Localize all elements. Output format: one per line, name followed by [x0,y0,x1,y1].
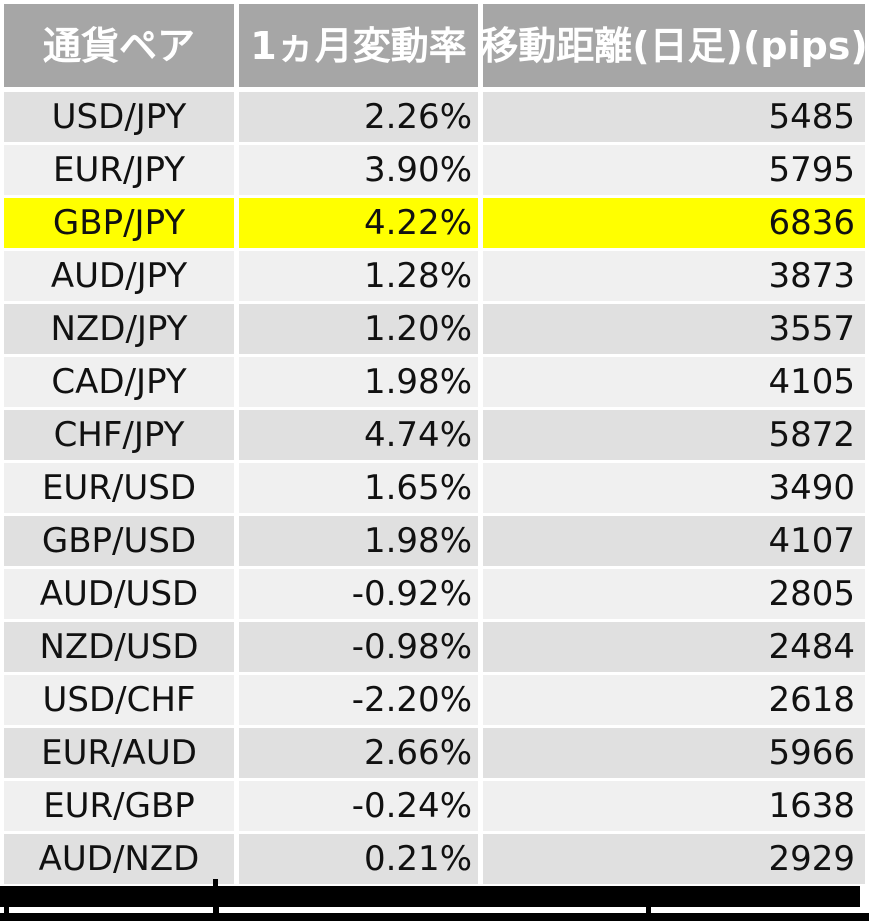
pair-cell: AUD/JPY [4,251,234,301]
distance-cell: 5795 [483,145,865,195]
redaction-bar [0,886,860,907]
pair-cell: CAD/JPY [4,357,234,407]
table-row: AUD/USD -0.92% 2805 [4,569,865,619]
table-row: EUR/AUD 2.66% 5966 [4,728,865,778]
distance-cell: 3557 [483,304,865,354]
table-header-row: 通貨ペア 1ヵ月変動率 移動距離(日足)(pips) [4,4,868,87]
redaction-artifact [213,879,218,887]
distance-cell: 6836 [483,198,865,248]
pair-cell: GBP/USD [4,516,234,566]
change-cell: 1.28% [239,251,478,301]
distance-cell: 3873 [483,251,865,301]
change-cell: 3.90% [239,145,478,195]
pair-cell: AUD/USD [4,569,234,619]
pair-cell: CHF/JPY [4,410,234,460]
pair-cell: EUR/JPY [4,145,234,195]
change-cell: 4.74% [239,410,478,460]
redaction-artifact [4,905,9,913]
header-distance-pips: 移動距離(日足)(pips) [480,4,868,87]
redaction-artifact [213,905,219,913]
distance-cell: 2805 [483,569,865,619]
pair-cell: AUD/NZD [4,834,234,884]
distance-cell: 2929 [483,834,865,884]
distance-cell: 5485 [483,92,865,142]
table-row: AUD/NZD 0.21% 2929 [4,834,865,884]
table-row-highlighted: GBP/JPY 4.22% 6836 [4,198,865,248]
table-row: USD/JPY 2.26% 5485 [4,92,865,142]
change-cell: -0.92% [239,569,478,619]
change-cell: 4.22% [239,198,478,248]
pair-cell: NZD/USD [4,622,234,672]
distance-cell: 5966 [483,728,865,778]
table-row: USD/CHF -2.20% 2618 [4,675,865,725]
change-cell: 2.26% [239,92,478,142]
change-cell: 2.66% [239,728,478,778]
table-row: GBP/USD 1.98% 4107 [4,516,865,566]
change-cell: -0.24% [239,781,478,831]
change-cell: -0.98% [239,622,478,672]
bottom-black-strip [0,913,869,921]
table-row: CAD/JPY 1.98% 4105 [4,357,865,407]
header-pair: 通貨ペア [4,4,234,87]
distance-cell: 2618 [483,675,865,725]
distance-cell: 5872 [483,410,865,460]
table-row: EUR/USD 1.65% 3490 [4,463,865,513]
header-monthly-change: 1ヵ月変動率 [239,4,478,87]
distance-cell: 2484 [483,622,865,672]
table-row: NZD/JPY 1.20% 3557 [4,304,865,354]
pair-cell: GBP/JPY [4,198,234,248]
pair-cell: USD/JPY [4,92,234,142]
pair-cell: USD/CHF [4,675,234,725]
distance-cell: 3490 [483,463,865,513]
table-row: NZD/USD -0.98% 2484 [4,622,865,672]
table-row: EUR/JPY 3.90% 5795 [4,145,865,195]
pair-cell: NZD/JPY [4,304,234,354]
table-row: AUD/JPY 1.28% 3873 [4,251,865,301]
change-cell: -2.20% [239,675,478,725]
change-cell: 1.98% [239,357,478,407]
pair-cell: EUR/GBP [4,781,234,831]
distance-cell: 4105 [483,357,865,407]
change-cell: 0.21% [239,834,478,884]
table-row: CHF/JPY 4.74% 5872 [4,410,865,460]
redaction-artifact [646,905,651,913]
distance-cell: 1638 [483,781,865,831]
change-cell: 1.98% [239,516,478,566]
pair-cell: EUR/AUD [4,728,234,778]
change-cell: 1.65% [239,463,478,513]
pair-cell: EUR/USD [4,463,234,513]
table-row: EUR/GBP -0.24% 1638 [4,781,865,831]
fx-volatility-table: 通貨ペア 1ヵ月変動率 移動距離(日足)(pips) USD/JPY 2.26%… [4,4,868,884]
change-cell: 1.20% [239,304,478,354]
distance-cell: 4107 [483,516,865,566]
